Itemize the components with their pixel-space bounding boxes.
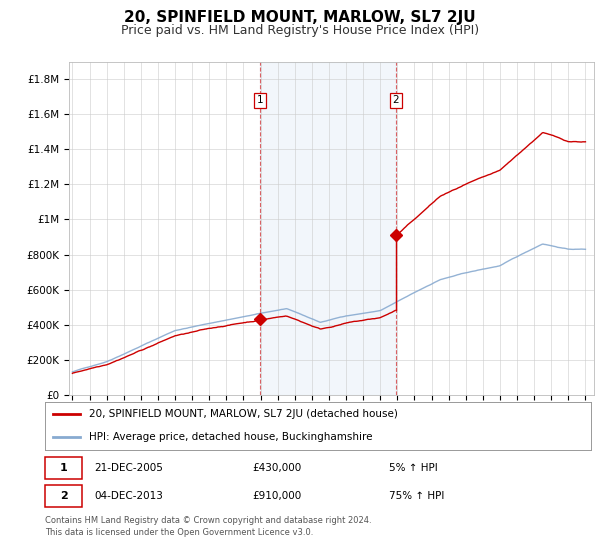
FancyBboxPatch shape xyxy=(45,456,82,479)
Text: 04-DEC-2013: 04-DEC-2013 xyxy=(94,491,163,501)
Bar xyxy=(260,62,396,395)
Text: £910,000: £910,000 xyxy=(253,491,302,501)
Text: 1: 1 xyxy=(59,463,67,473)
Text: Price paid vs. HM Land Registry's House Price Index (HPI): Price paid vs. HM Land Registry's House … xyxy=(121,24,479,36)
Text: 1: 1 xyxy=(257,95,263,105)
Text: Contains HM Land Registry data © Crown copyright and database right 2024.
This d: Contains HM Land Registry data © Crown c… xyxy=(45,516,371,537)
Text: HPI: Average price, detached house, Buckinghamshire: HPI: Average price, detached house, Buck… xyxy=(89,432,372,442)
Text: £430,000: £430,000 xyxy=(253,463,302,473)
FancyBboxPatch shape xyxy=(45,485,82,507)
Text: 75% ↑ HPI: 75% ↑ HPI xyxy=(389,491,445,501)
Text: 2: 2 xyxy=(392,95,399,105)
Text: 20, SPINFIELD MOUNT, MARLOW, SL7 2JU (detached house): 20, SPINFIELD MOUNT, MARLOW, SL7 2JU (de… xyxy=(89,409,398,419)
Text: 20, SPINFIELD MOUNT, MARLOW, SL7 2JU: 20, SPINFIELD MOUNT, MARLOW, SL7 2JU xyxy=(124,10,476,25)
Text: 2: 2 xyxy=(59,491,67,501)
Text: 5% ↑ HPI: 5% ↑ HPI xyxy=(389,463,438,473)
Text: 21-DEC-2005: 21-DEC-2005 xyxy=(94,463,163,473)
